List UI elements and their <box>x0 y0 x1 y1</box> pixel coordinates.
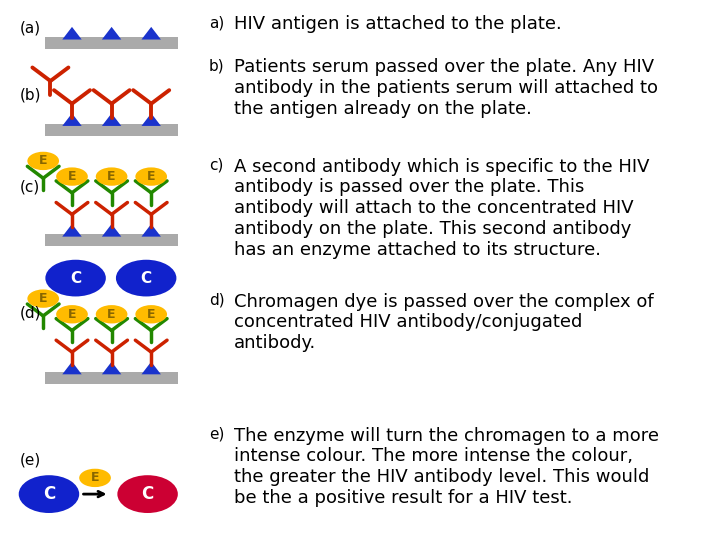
Polygon shape <box>63 224 82 237</box>
Ellipse shape <box>56 167 88 186</box>
Text: E: E <box>107 308 116 321</box>
Polygon shape <box>142 224 161 237</box>
Text: (b): (b) <box>20 87 42 103</box>
Bar <box>45 124 179 136</box>
Ellipse shape <box>96 167 127 186</box>
Polygon shape <box>142 113 161 126</box>
Text: HIV antigen is attached to the plate.: HIV antigen is attached to the plate. <box>234 15 562 33</box>
Text: C: C <box>140 271 152 286</box>
Polygon shape <box>63 362 82 374</box>
Text: C: C <box>42 485 55 503</box>
Text: Patients serum passed over the plate. Any HIV
antibody in the patients serum wil: Patients serum passed over the plate. An… <box>234 58 658 118</box>
Ellipse shape <box>27 152 59 170</box>
Polygon shape <box>102 113 121 126</box>
Text: E: E <box>39 154 48 167</box>
Text: d): d) <box>209 293 225 308</box>
Text: b): b) <box>209 58 225 73</box>
Ellipse shape <box>56 305 88 323</box>
Ellipse shape <box>79 469 111 487</box>
Text: C: C <box>70 271 81 286</box>
Polygon shape <box>142 27 161 39</box>
Ellipse shape <box>96 305 127 323</box>
Text: E: E <box>147 170 156 183</box>
Polygon shape <box>102 27 121 39</box>
Polygon shape <box>102 224 121 237</box>
Ellipse shape <box>117 475 178 513</box>
Text: E: E <box>68 170 76 183</box>
Ellipse shape <box>27 289 59 308</box>
Text: E: E <box>68 308 76 321</box>
Ellipse shape <box>135 305 167 323</box>
Text: (d): (d) <box>20 305 42 320</box>
Bar <box>45 37 179 49</box>
Text: Chromagen dye is passed over the complex of
concentrated HIV antibody/conjugated: Chromagen dye is passed over the complex… <box>234 293 654 352</box>
Text: E: E <box>91 471 99 484</box>
Ellipse shape <box>135 167 167 186</box>
Polygon shape <box>142 362 161 374</box>
Bar <box>45 372 179 384</box>
Ellipse shape <box>19 475 79 513</box>
Text: E: E <box>39 292 48 305</box>
Polygon shape <box>63 113 82 126</box>
Text: (c): (c) <box>20 179 40 194</box>
Text: A second antibody which is specific to the HIV
antibody is passed over the plate: A second antibody which is specific to t… <box>234 158 649 259</box>
Bar <box>45 234 179 246</box>
Text: C: C <box>141 485 154 503</box>
Polygon shape <box>102 362 121 374</box>
Ellipse shape <box>116 260 176 296</box>
Text: (e): (e) <box>20 453 42 468</box>
Text: (a): (a) <box>20 21 41 36</box>
Text: E: E <box>147 308 156 321</box>
Polygon shape <box>63 27 82 39</box>
Text: The enzyme will turn the chromagen to a more
intense colour. The more intense th: The enzyme will turn the chromagen to a … <box>234 427 659 507</box>
Text: E: E <box>107 170 116 183</box>
Text: c): c) <box>209 158 223 173</box>
Ellipse shape <box>45 260 106 296</box>
Text: a): a) <box>209 15 224 30</box>
Text: e): e) <box>209 427 224 442</box>
